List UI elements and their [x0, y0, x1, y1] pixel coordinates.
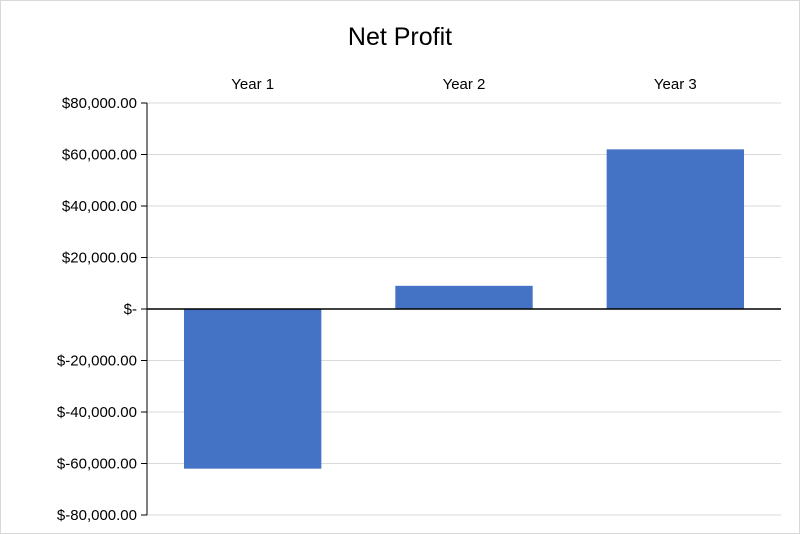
bar-year-3 — [606, 149, 745, 309]
y-tick-label: $60,000.00 — [62, 147, 137, 164]
bar-year-2 — [395, 285, 533, 309]
category-label: Year 2 — [443, 76, 486, 93]
category-label: Year 1 — [231, 76, 274, 93]
y-tick-label: $-40,000.00 — [57, 404, 137, 421]
y-tick-label: $-80,000.00 — [57, 507, 137, 524]
y-tick-label: $-20,000.00 — [57, 353, 137, 370]
y-tick-label: $40,000.00 — [62, 198, 137, 215]
y-tick-label: $-60,000.00 — [57, 456, 137, 473]
category-label: Year 3 — [654, 76, 697, 93]
y-tick-label: $- — [124, 301, 137, 318]
chart-title: Net Profit — [347, 23, 453, 51]
bar-year-1 — [183, 309, 322, 469]
y-tick-label: $20,000.00 — [62, 250, 137, 267]
y-tick-label: $80,000.00 — [62, 95, 137, 112]
